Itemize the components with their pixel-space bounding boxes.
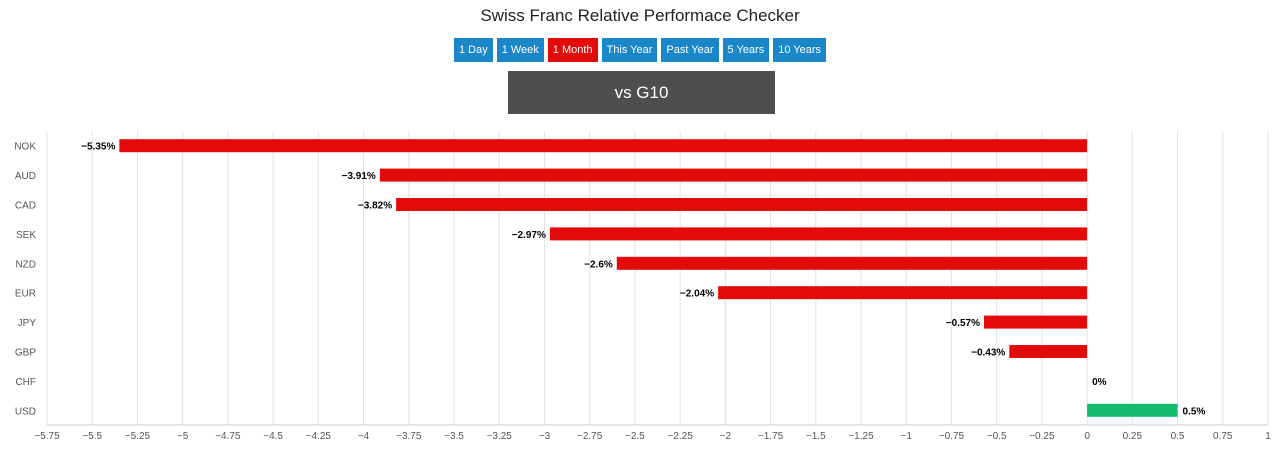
data-label: −5.35% [81,142,115,153]
x-tick-label: −1.25 [848,431,874,442]
x-tick-label: 0.25 [1123,431,1143,442]
x-tick-label: 0 [1084,431,1090,442]
category-label: CAD [15,201,36,212]
x-tick-label: −5.25 [125,431,151,442]
data-label: −2.97% [512,230,546,241]
data-label: −2.6% [584,259,613,270]
data-label: 0.5% [1183,406,1206,417]
period-button-1-week[interactable]: 1 Week [496,38,544,62]
period-button-5-years[interactable]: 5 Years [722,38,770,62]
category-label: NZD [15,259,36,270]
data-label: −3.82% [358,201,392,212]
x-tick-label: −4.75 [215,431,241,442]
category-label: JPY [18,318,37,329]
x-tick-label: −0.75 [939,431,965,442]
bar-aud [379,168,1088,182]
x-tick-label: −3.75 [396,431,422,442]
category-label: CHF [15,377,36,388]
category-label: GBP [15,348,36,359]
data-label: −0.57% [946,318,980,329]
x-tick-label: 1 [1265,431,1271,442]
category-label: USD [15,406,36,417]
x-tick-label: −3.25 [487,431,513,442]
x-tick-label: −0.5 [987,431,1007,442]
bar-nzd [616,256,1088,270]
x-tick-label: −4 [358,431,370,442]
x-tick-label: −3 [539,431,551,442]
comparison-group-button[interactable]: vs G10 [508,71,775,114]
x-tick-label: −3.5 [444,431,464,442]
x-tick-label: −1.75 [758,431,784,442]
x-tick-label: −4.25 [306,431,332,442]
bar-jpy [984,315,1088,329]
period-button-1-month[interactable]: 1 Month [547,38,598,62]
period-button-10-years[interactable]: 10 Years [773,38,827,62]
bar-sek [549,227,1088,241]
category-label: AUD [15,171,36,182]
x-tick-label: −2.25 [667,431,693,442]
bar-gbp [1009,345,1088,358]
data-label: −3.91% [342,171,376,182]
category-label: NOK [14,142,36,153]
x-tick-label: −2 [720,431,732,442]
x-tick-label: −2.5 [625,431,645,442]
bar-nok [119,139,1088,153]
x-tick-label: −0.25 [1029,431,1055,442]
data-label: −0.43% [971,348,1005,359]
period-button-this-year[interactable]: This Year [601,38,658,62]
bar-cad [396,198,1088,211]
x-tick-label: 0.5 [1171,431,1185,442]
bar-eur [718,286,1088,300]
category-label: SEK [16,230,36,241]
x-tick-label: −1 [901,431,913,442]
period-selector: 1 Day 1 Week 1 Month This Year Past Year 5 Ye… [0,38,1280,62]
x-tick-label: −5.75 [34,431,60,442]
x-tick-label: −4.5 [263,431,283,442]
period-button-past-year[interactable]: Past Year [661,38,719,62]
x-tick-label: −1.5 [806,431,826,442]
data-label: −2.04% [680,289,714,300]
x-tick-label: −5.5 [82,431,102,442]
bar-usd [1087,403,1178,417]
data-label: 0% [1092,377,1107,388]
period-button-1-day[interactable]: 1 Day [453,38,493,62]
category-label: EUR [15,289,36,300]
x-tick-label: −2.75 [577,431,603,442]
x-tick-label: 0.75 [1213,431,1233,442]
x-tick-label: −5 [177,431,189,442]
page-title: Swiss Franc Relative Performace Checker [480,6,800,25]
